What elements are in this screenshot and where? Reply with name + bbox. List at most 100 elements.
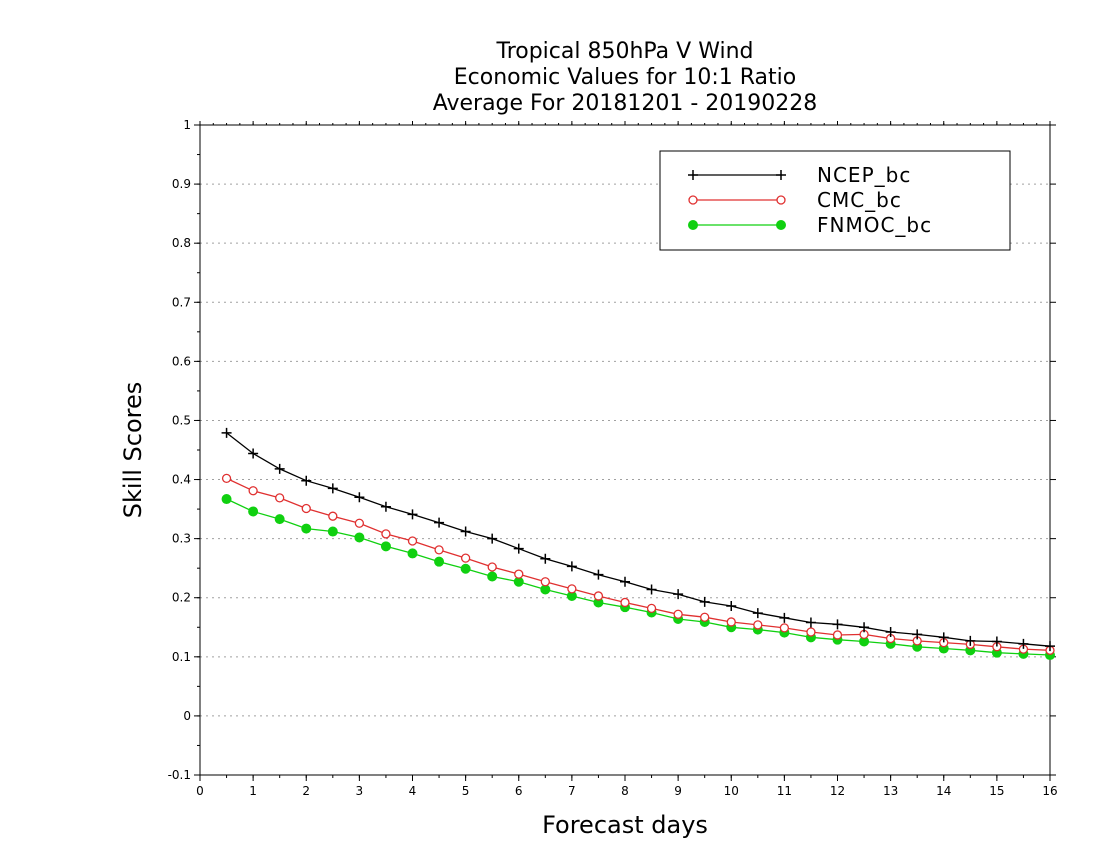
data-point — [407, 536, 418, 546]
y-tick-label: 0.2 — [172, 591, 191, 605]
data-point — [513, 543, 524, 554]
series — [221, 427, 1055, 661]
data-point — [806, 627, 816, 637]
data-point — [328, 511, 338, 521]
x-tick-label: 1 — [249, 784, 257, 798]
data-point — [275, 493, 285, 503]
legend-marker — [688, 195, 698, 205]
data-point — [354, 532, 365, 543]
chart-title-line: Economic Values for 10:1 Ratio — [454, 65, 796, 90]
data-point — [726, 601, 737, 611]
x-axis-label: Forecast days — [542, 811, 708, 839]
y-tick-label: 0.4 — [172, 473, 191, 487]
y-tick-label: 0.1 — [172, 650, 191, 664]
data-point — [248, 506, 259, 517]
data-point — [221, 473, 232, 484]
x-tick-label: 16 — [1042, 784, 1057, 798]
series-line — [226, 432, 1051, 647]
data-point — [912, 629, 923, 640]
data-point — [646, 584, 657, 595]
series-cmc-bc — [221, 473, 1055, 655]
data-point — [487, 571, 498, 582]
data-point — [540, 577, 550, 587]
data-point — [1045, 641, 1055, 652]
data-point — [938, 632, 949, 643]
data-point — [779, 612, 790, 623]
data-point — [566, 561, 577, 572]
data-point — [726, 617, 736, 627]
x-tick-label: 2 — [302, 784, 310, 798]
data-point — [407, 509, 418, 520]
data-point — [354, 492, 365, 503]
data-point — [1018, 638, 1029, 649]
data-point — [274, 463, 285, 474]
data-point — [646, 603, 657, 614]
x-tick-label: 15 — [989, 784, 1004, 798]
x-tick-label: 4 — [409, 784, 417, 798]
data-point — [434, 517, 445, 528]
legend-label: FNMOC_bc — [817, 213, 932, 237]
data-point — [514, 569, 524, 579]
legend-entry: NCEP_bc — [688, 163, 911, 187]
legend-marker — [776, 195, 786, 205]
legend-label: NCEP_bc — [817, 163, 911, 187]
x-tick-label: 12 — [830, 784, 845, 798]
data-point — [700, 612, 710, 622]
data-point — [434, 545, 444, 555]
data-point — [487, 533, 498, 544]
y-tick-label: 0.6 — [172, 354, 191, 368]
grid — [200, 183, 1050, 717]
x-tick-label: 9 — [674, 784, 682, 798]
data-point — [832, 619, 843, 630]
data-point — [434, 556, 445, 567]
data-point — [274, 514, 285, 525]
data-point — [832, 630, 843, 640]
x-axis-ticks: 0 1 2 3 4 5 6 7 8 9 10 11 12 13 14 15 16 — [196, 121, 1058, 798]
chart-title-line: Tropical 850hPa V Wind — [495, 39, 753, 64]
data-point — [460, 563, 471, 574]
data-point — [885, 627, 896, 637]
y-tick-label: 0.7 — [172, 295, 191, 309]
data-point — [381, 529, 391, 539]
data-point — [965, 635, 976, 646]
y-tick-label: 0.9 — [172, 177, 191, 191]
y-tick-label: 1 — [183, 118, 191, 132]
legend-marker — [688, 220, 698, 230]
data-point — [567, 584, 577, 594]
data-point — [248, 448, 259, 459]
data-point — [540, 553, 551, 564]
data-point — [487, 562, 497, 572]
data-point — [991, 636, 1002, 647]
y-tick-label: 0.5 — [172, 413, 191, 427]
data-point — [460, 553, 471, 563]
data-point — [620, 576, 630, 587]
data-point — [380, 541, 391, 552]
series-ncep-bc — [221, 427, 1055, 652]
data-point — [779, 623, 790, 633]
data-point — [221, 494, 232, 505]
data-point — [407, 548, 418, 559]
data-point — [593, 591, 604, 601]
series-line — [226, 477, 1051, 651]
x-tick-label: 3 — [356, 784, 364, 798]
data-point — [460, 526, 471, 537]
data-point — [301, 475, 312, 486]
legend-marker — [688, 170, 698, 180]
legend-entry: FNMOC_bc — [688, 213, 932, 237]
data-point — [593, 569, 604, 580]
y-tick-label: 0.8 — [172, 236, 191, 250]
data-point — [752, 608, 763, 619]
data-point — [620, 597, 630, 608]
data-point — [805, 617, 816, 628]
y-axis-ticks: -0.1 0 0.1 0.2 0.3 0.4 0.5 0.6 0.7 0.8 0.9 1 — [168, 118, 1056, 782]
x-tick-label: 10 — [724, 784, 739, 798]
x-tick-label: 14 — [936, 784, 951, 798]
data-point — [673, 609, 683, 619]
data-point — [301, 503, 311, 514]
x-tick-label: 7 — [568, 784, 576, 798]
y-tick-label: 0 — [183, 709, 191, 723]
data-point — [354, 518, 365, 528]
y-tick-label: -0.1 — [168, 768, 191, 782]
x-tick-label: 5 — [462, 784, 470, 798]
